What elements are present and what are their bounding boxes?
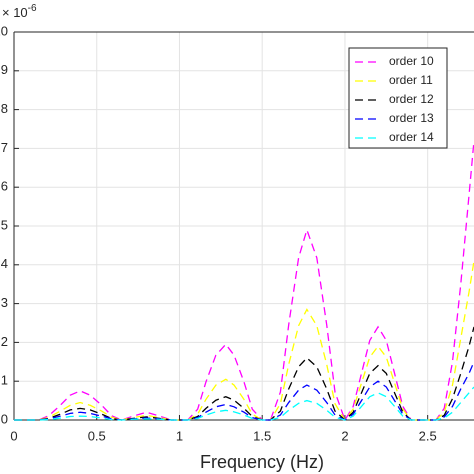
y-tick-label: 3 — [1, 295, 8, 310]
x-axis-label: Frequency (Hz) — [200, 452, 324, 472]
legend: order 10 order 11 order 12 order 13 order 14 — [348, 47, 448, 149]
legend-label: order 14 — [389, 130, 434, 144]
y-tick-label: 2 — [1, 334, 8, 349]
x-tick-label: 2.5 — [419, 428, 437, 443]
x-tick-label: 1.5 — [253, 428, 271, 443]
x-tick-label: 1 — [176, 428, 183, 443]
y-tick-label: 0 — [1, 411, 8, 426]
line-series — [14, 386, 474, 421]
y-tick-label: 4 — [1, 256, 8, 271]
legend-box — [348, 47, 448, 149]
legend-label: order 10 — [389, 54, 434, 68]
x-tick-label: 2 — [341, 428, 348, 443]
y-tick-label: 8 — [1, 101, 8, 116]
x-tick-label: 0.5 — [88, 428, 106, 443]
y-tick-label: 9 — [1, 62, 8, 77]
y-tick-label: 5 — [1, 217, 8, 232]
y-tick-label: 6 — [1, 179, 8, 194]
line-series — [14, 326, 474, 421]
legend-label: order 13 — [389, 111, 434, 125]
line-series — [14, 140, 474, 422]
y-multiplier: × 10-6 — [2, 3, 37, 21]
line-series — [14, 361, 474, 421]
y-tick-label: 1 — [1, 373, 8, 388]
legend-label: order 12 — [389, 92, 434, 106]
multiplier-base: × 10 — [2, 5, 28, 20]
y-tick-label: 10 — [0, 23, 8, 38]
y-tick-label: 7 — [1, 140, 8, 155]
multiplier-exponent: -6 — [28, 3, 37, 14]
legend-label: order 11 — [389, 73, 433, 87]
x-tick-label: 0 — [10, 428, 17, 443]
